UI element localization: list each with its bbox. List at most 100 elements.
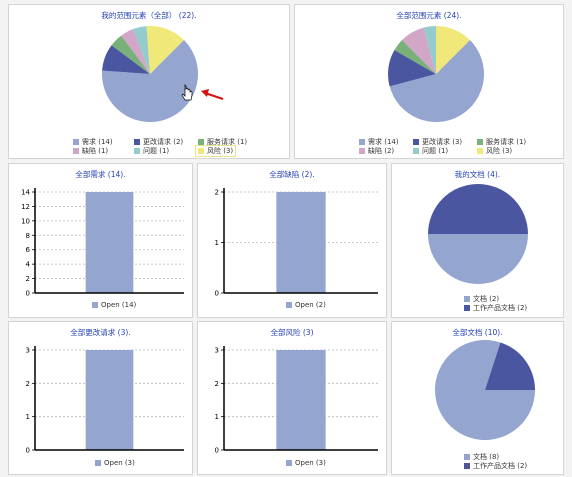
pie-chart-my-scope[interactable] [9,5,290,159]
pie-chart-my-docs[interactable] [392,164,564,318]
bar [276,350,326,450]
legend-label: 问题 (1) [422,147,449,155]
legend-label: Open (2) [295,301,326,309]
panel-title[interactable]: 全部范围元素 (24). [396,11,462,20]
legend-label: 工作产品文档 (2) [473,462,528,470]
legend-label: 需求 (14) [82,138,113,146]
pie-slice [111,35,150,74]
legend-swatch [464,305,470,311]
legend-label: 工作产品文档 (2) [473,304,528,312]
panel-title[interactable]: 全部文档 (10). [452,328,503,337]
tick-label: 2 [26,380,30,388]
pie-slice [402,27,436,74]
legend-label: Open (3) [104,459,135,467]
tick-label: 6 [26,246,31,254]
legend-item: 缺陷 (2) [359,146,394,156]
legend-item: 风险 (3) [195,145,237,157]
panel-title[interactable]: 全部需求 (14). [75,170,126,179]
legend-my-scope: 需求 (14) 更改请求 (2) 服务请求 (1) 缺陷 (1) 问题 (1) 风险 (3… [9,5,289,158]
pie-slice [435,340,535,441]
legend-item: 缺陷 (1) [73,146,108,156]
legend-label: 风险 (3) [207,147,234,155]
pie-slice [121,29,150,75]
legend-item: 更改请求 (2) [134,137,183,147]
legend-swatch [134,148,140,154]
legend-all-risk: Open (3) [198,322,386,474]
red-arrow-icon [201,89,224,100]
legend-swatch [359,148,365,154]
legend-my-docs: 文档 (2) 工作产品文档 (2) [392,164,563,317]
bar-chart-all-cr[interactable]: 0 1 2 3 [9,322,193,475]
legend-swatch [477,139,483,145]
pie-slice [428,184,528,234]
legend-label: 缺陷 (1) [82,147,109,155]
legend-label: 更改请求 (2) [143,138,184,146]
legend-item: 更改请求 (3) [413,137,462,147]
bar [85,192,134,293]
bar-chart-all-risk[interactable]: 0 1 2 3 [198,322,387,475]
panel-all-scope: 全部范围元素 (24). 需求 (14) 更改请求 (3) 服务请求 (1) 缺陷 (… [294,4,564,159]
tick-label: 4 [26,261,31,269]
bar-chart-all-req[interactable]: 0 2 4 6 8 10 12 14 [9,164,193,318]
panel-title[interactable]: 全部缺陷 (2). [269,170,315,179]
legend-item: 风险 (3) [477,146,512,156]
tick-label: 10 [21,217,30,225]
tick-label: 0 [215,447,219,455]
panel-all-risk: 全部风险 (3) 0 1 2 3 Open (3) [197,321,387,475]
legend-item: 需求 (14) [73,137,113,147]
pie-slice [423,26,436,74]
legend-swatch [95,460,101,466]
legend-swatch [413,139,419,145]
legend-item: Open (14) [92,301,136,309]
panel-title[interactable]: 全部风险 (3) [270,328,314,337]
legend-swatch [464,463,470,469]
legend-all-docs: 文档 (8) 工作产品文档 (2) [392,322,563,474]
panel-my-docs: 我的文档 (4). 文档 (2) 工作产品文档 (2) [391,163,564,318]
legend-swatch [198,148,204,154]
tick-label: 0 [215,290,219,298]
legend-swatch [464,454,470,460]
pie-slice [394,40,436,74]
legend-item: Open (3) [286,459,326,467]
legend-label: 服务请求 (1) [486,138,527,146]
pie-chart-all-docs[interactable] [392,322,564,475]
legend-label: 问题 (1) [143,147,170,155]
pie-slice [101,40,198,123]
panel-my-scope: 我的范围元素（全部） (22). 需求 (14) 更改请求 (2) 服务请求 (1)… [8,4,290,159]
legend-item: 问题 (1) [134,146,169,156]
legend-label: 风险 (3) [486,147,513,155]
bar-chart-all-defect[interactable]: 0 1 2 [198,164,387,318]
pie-slice [485,342,535,390]
panel-title[interactable]: 全部更改请求 (3). [70,328,131,337]
legend-all-cr: Open (3) [9,322,192,474]
legend-swatch [464,296,470,302]
legend-item: 问题 (1) [413,146,448,156]
tick-label: 14 [21,189,30,197]
tick-label: 2 [26,275,30,283]
legend-all-defect: Open (2) [198,164,386,317]
legend-item: 工作产品文档 (2) [464,303,527,313]
pie-slice [146,25,184,74]
legend-item: Open (2) [286,301,326,309]
pie-chart-all-scope[interactable] [295,5,564,159]
legend-label: 服务请求 (1) [207,138,248,146]
legend-swatch [359,139,365,145]
legend-label: Open (14) [101,301,137,309]
legend-swatch [92,302,98,308]
legend-item: 文档 (2) [464,294,499,304]
pie-slice [389,40,485,123]
legend-label: Open (3) [295,459,326,467]
pie-slice [388,50,436,87]
legend-swatch [198,139,204,145]
tick-label: 8 [26,232,30,240]
legend-label: 文档 (8) [473,453,500,461]
hand-pointer-icon [181,84,193,101]
legend-all-req: Open (14) [9,164,192,317]
panel-title[interactable]: 我的文档 (4). [454,170,501,179]
tick-label: 0 [26,290,30,298]
tick-label: 3 [215,347,219,355]
pie-slice [436,26,470,74]
panel-all-defect: 全部缺陷 (2). 0 1 2 Open (2) [197,163,387,318]
panel-title[interactable]: 我的范围元素（全部） (22). [101,11,197,20]
legend-item: 文档 (8) [464,452,499,462]
